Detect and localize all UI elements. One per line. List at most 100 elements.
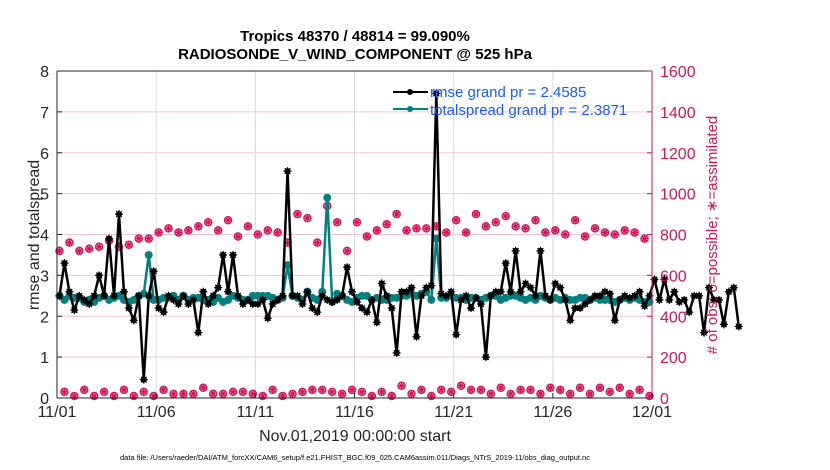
obs-marker — [461, 228, 471, 237]
rmse-point — [442, 291, 451, 300]
rmse-line — [58, 93, 741, 380]
obs-marker — [585, 389, 595, 399]
y-right-tick-label: 600 — [660, 268, 687, 285]
obs-marker — [94, 242, 104, 252]
rmse-point — [303, 287, 312, 296]
legend-totalspread-marker — [407, 106, 413, 112]
obs-marker — [412, 224, 421, 233]
obs-marker — [342, 246, 352, 256]
rmse-point — [650, 275, 659, 284]
obs-marker — [218, 389, 228, 399]
obs-marker — [546, 383, 555, 393]
rmse-point — [670, 287, 679, 296]
obs-marker — [486, 389, 496, 399]
rmse-point — [714, 295, 723, 304]
obs-marker — [184, 226, 193, 235]
obs-marker — [268, 385, 277, 395]
rmse-point — [288, 291, 297, 300]
obs-marker — [60, 387, 69, 397]
obs-marker — [456, 381, 466, 390]
rmse-point — [179, 291, 188, 300]
rmse-point — [566, 316, 575, 325]
obs-marker — [174, 228, 183, 237]
rmse-point — [114, 210, 123, 219]
obs-marker — [288, 389, 297, 399]
rmse-point — [243, 295, 252, 304]
rmse-point — [338, 291, 347, 300]
rmse-point — [204, 299, 213, 308]
rmse-point — [471, 293, 480, 302]
obs-marker — [303, 213, 312, 223]
obs-marker — [615, 383, 625, 393]
rmse-point — [546, 295, 555, 304]
obs-marker — [451, 215, 461, 225]
obs-marker — [441, 228, 451, 237]
obs-marker — [610, 230, 620, 239]
x-ticks: 11/01 11/06 11/11 11/16 11/21 11/26 12/01 — [38, 393, 672, 421]
rmse-point — [70, 306, 79, 315]
rmse-point — [392, 349, 401, 358]
totalspread-point — [283, 261, 292, 270]
rmse-point — [372, 318, 381, 327]
obs-marker — [481, 222, 491, 231]
obs-marker — [377, 387, 387, 397]
rmse-point — [80, 295, 89, 304]
obs-marker — [129, 391, 139, 401]
rmse-point — [313, 308, 322, 317]
rmse-point — [729, 283, 738, 292]
obs-marker — [397, 381, 406, 390]
rmse-point — [481, 353, 490, 362]
obs-marker — [189, 389, 198, 399]
obs-marker — [332, 217, 342, 227]
rmse-point — [496, 287, 505, 296]
obs-marker — [446, 387, 456, 397]
rmse-point — [457, 295, 466, 304]
rmse-point — [516, 287, 525, 296]
rmse-point — [149, 267, 158, 276]
y-tick-label: 4 — [40, 228, 49, 245]
y-right-tick-label: 1000 — [660, 187, 696, 204]
rmse-point — [110, 291, 119, 300]
rmse-point — [85, 299, 94, 308]
obs-marker — [109, 391, 119, 401]
rmse-point — [576, 304, 585, 313]
obs-marker — [580, 232, 590, 241]
rmse-point — [595, 291, 604, 300]
y-axis-label: rmse and totalspread — [26, 160, 43, 310]
totalspread-point — [144, 250, 153, 259]
y-right-tick-label: 0 — [660, 391, 669, 408]
rmse-point — [412, 332, 421, 341]
rmse-series — [55, 89, 743, 384]
totalspread-point — [323, 193, 332, 202]
obs-marker — [541, 228, 550, 237]
rmse-point — [199, 287, 208, 296]
obs-marker — [258, 391, 268, 401]
obs-marker — [70, 391, 79, 401]
rmse-point — [561, 295, 570, 304]
obs-marker — [238, 387, 248, 397]
rmse-point — [685, 308, 694, 317]
obs-marker — [422, 224, 431, 233]
obs-marker — [620, 226, 629, 235]
rmse-point — [189, 295, 198, 304]
rmse-point — [724, 287, 733, 296]
obs-marker — [630, 228, 639, 237]
obs-marker — [417, 385, 426, 395]
rmse-point — [660, 275, 669, 284]
rmse-point — [229, 250, 238, 259]
obs-marker — [625, 389, 634, 399]
obs-marker — [402, 226, 411, 235]
totalspread-point — [432, 234, 441, 243]
obs-marker — [313, 238, 322, 247]
rmse-point — [129, 316, 138, 325]
left-ticks: 0 1 2 3 4 5 6 7 8 — [40, 64, 62, 408]
data-file-footnote: data file: /Users/raeder/DAI/ATM_forcXX/… — [120, 453, 590, 462]
obs-marker — [199, 383, 208, 393]
legend-rmse-marker — [407, 89, 413, 95]
rmse-point — [665, 295, 674, 304]
rmse-point — [655, 295, 664, 304]
rmse-point — [273, 295, 282, 304]
obs-marker — [233, 232, 243, 241]
obs-marker — [293, 209, 302, 219]
obs-marker — [551, 226, 560, 235]
